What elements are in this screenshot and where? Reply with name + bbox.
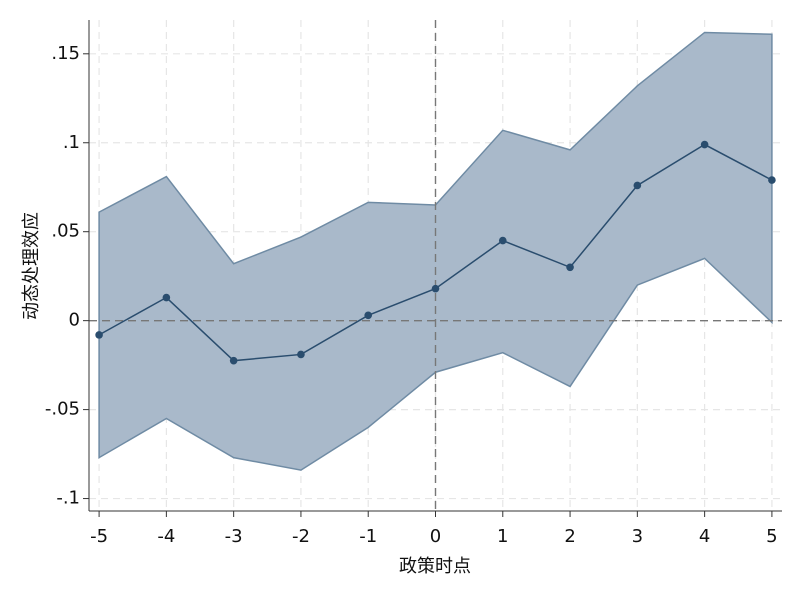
confidence-band bbox=[98, 31, 773, 471]
x-tick-label: -1 bbox=[359, 526, 377, 547]
x-tick-label: 0 bbox=[430, 526, 441, 547]
point bbox=[297, 350, 305, 359]
x-tick-label: -3 bbox=[225, 526, 243, 547]
point bbox=[566, 263, 574, 272]
x-tick-label: 3 bbox=[632, 526, 643, 547]
x-tick-label: -4 bbox=[157, 526, 175, 547]
y-tick-label: .1 bbox=[63, 132, 80, 153]
x-tick-label: -5 bbox=[90, 526, 108, 547]
point bbox=[162, 293, 171, 302]
y-axis-title: 动态处理效应 bbox=[21, 212, 42, 320]
x-tick-label: 2 bbox=[564, 526, 575, 547]
point bbox=[95, 331, 103, 339]
point bbox=[364, 311, 373, 320]
point bbox=[768, 176, 776, 184]
point bbox=[700, 140, 709, 149]
x-axis-title: 政策时点 bbox=[399, 556, 471, 577]
y-tick-label: .05 bbox=[51, 221, 80, 242]
y-tick-label: -.05 bbox=[45, 399, 80, 420]
y-tick-label: -.1 bbox=[56, 488, 80, 509]
y-tick-label: 0 bbox=[69, 310, 80, 331]
point bbox=[633, 181, 642, 190]
point bbox=[431, 284, 440, 293]
point bbox=[498, 236, 507, 245]
point bbox=[229, 356, 238, 365]
x-tick-label: 4 bbox=[699, 526, 710, 547]
x-tick-label: -2 bbox=[292, 526, 310, 547]
x-tick-label: 1 bbox=[497, 526, 508, 547]
x-tick-label: 5 bbox=[766, 526, 777, 547]
y-tick-label: .15 bbox=[51, 43, 80, 64]
